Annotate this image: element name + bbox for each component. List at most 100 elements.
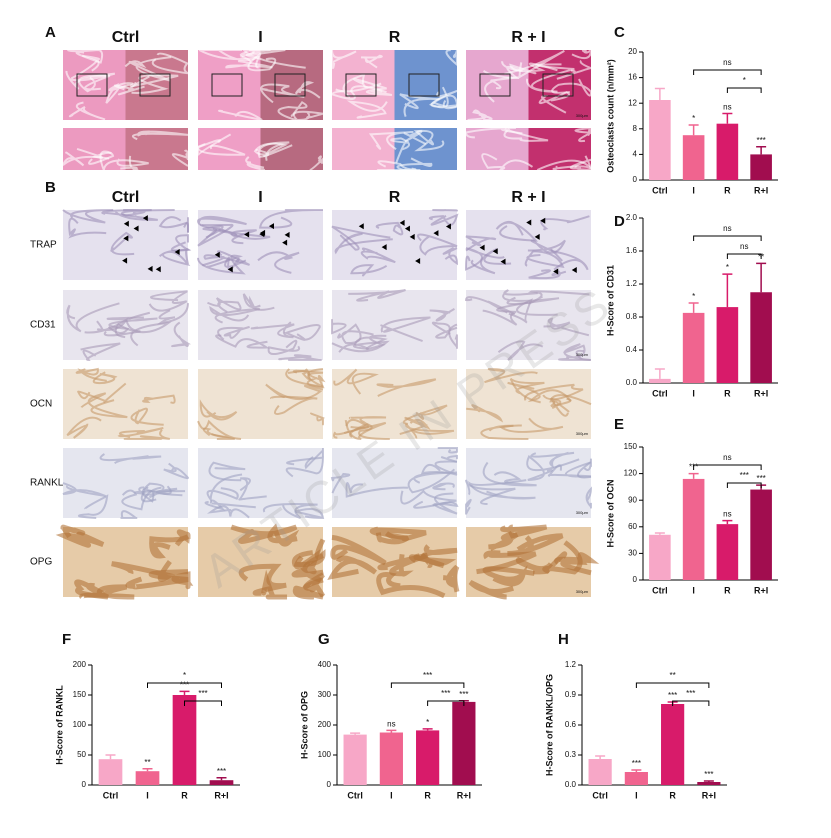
tissue-texture: [196, 133, 232, 157]
arrowhead: [445, 223, 451, 230]
x-tick-label: R+I: [754, 585, 768, 595]
tissue-texture: [523, 383, 584, 401]
histology-image: [63, 210, 188, 280]
y-tick-label: 0.0: [626, 378, 638, 387]
bar: [682, 478, 705, 580]
tissue-texture: [498, 417, 564, 433]
tissue-texture: [547, 461, 592, 478]
tissue-texture: [62, 151, 110, 167]
tissue-texture: [396, 157, 433, 172]
tissue-texture: [253, 142, 293, 157]
tissue-texture: [285, 368, 324, 388]
tissue-texture: [250, 321, 295, 339]
tissue-texture: [294, 508, 325, 520]
significance: *: [692, 114, 695, 123]
row-label: CD31: [30, 320, 56, 331]
tissue-texture: [331, 49, 357, 70]
tissue-texture: [500, 524, 548, 539]
panel-label: C: [614, 24, 625, 41]
tissue-texture: [400, 489, 457, 509]
y-tick-label: 0.4: [626, 345, 638, 354]
column-header: Ctrl: [112, 29, 140, 46]
y-tick-label: 100: [318, 750, 332, 759]
y-axis-title: H-Score of OCN: [605, 479, 615, 547]
error-bar: [654, 87, 665, 100]
tissue-texture: [79, 584, 135, 600]
x-tick-label: Ctrl: [103, 790, 119, 800]
tissue-texture: [267, 523, 300, 547]
comparison-label: ***: [423, 671, 432, 680]
tissue-texture: [376, 572, 446, 599]
error-bar: [756, 145, 767, 155]
x-tick-label: R+I: [754, 388, 768, 398]
bar: [716, 307, 739, 383]
y-tick-label: 100: [73, 720, 87, 729]
tissue-texture: [278, 354, 322, 362]
tissue-texture: [376, 378, 437, 397]
error-bar: [722, 519, 733, 525]
tissue-texture: [569, 155, 593, 171]
tissue-texture: [431, 321, 458, 339]
tissue-texture: [508, 298, 558, 324]
bar: [98, 759, 123, 785]
tissue-texture: [503, 127, 549, 142]
y-tick-label: 8: [633, 124, 638, 133]
column-header: I: [258, 29, 262, 46]
panel-label: A: [45, 24, 56, 41]
tissue-texture: [120, 510, 138, 519]
comparison-label: **: [670, 671, 676, 680]
comparison-bracket: [726, 482, 762, 488]
y-tick-label: 0.0: [565, 780, 577, 789]
arrowhead: [399, 219, 405, 226]
tissue-texture: [353, 78, 393, 96]
tissue-texture: [476, 550, 537, 575]
row-label: RANKL: [30, 478, 64, 489]
tissue-texture: [380, 316, 431, 343]
tissue-texture: [121, 486, 162, 511]
x-tick-label: I: [146, 790, 149, 800]
arrowhead: [214, 251, 220, 258]
histology-image: [198, 290, 323, 360]
y-tick-label: 150: [624, 442, 638, 451]
zoom-box: [542, 73, 574, 97]
tissue-texture: [330, 534, 387, 566]
tissue-texture: [304, 448, 324, 470]
tissue-texture: [369, 526, 427, 542]
tissue-texture: [242, 49, 306, 69]
tissue-texture: [218, 109, 263, 121]
y-axis-title: H-Score of OPG: [299, 691, 309, 759]
x-tick-label: R+I: [754, 185, 768, 195]
panel-label: H: [558, 631, 569, 648]
y-tick-label: 20: [628, 47, 637, 56]
arrowhead: [123, 220, 129, 227]
tissue-texture: [399, 93, 440, 117]
comparison-bracket: [726, 253, 762, 259]
y-tick-label: 150: [73, 690, 87, 699]
tissue-texture: [199, 399, 238, 421]
x-tick-label: R: [724, 185, 731, 195]
tissue-texture: [215, 334, 270, 349]
tissue-texture: [481, 153, 534, 173]
arrowhead: [244, 231, 250, 238]
column-header: R: [389, 189, 401, 206]
tissue-texture: [171, 321, 191, 348]
scale-bar: 300μm: [576, 510, 589, 515]
column-header: I: [258, 189, 262, 206]
comparison-bracket: [672, 700, 710, 706]
tissue-texture: [156, 303, 189, 325]
comparison-label: ***: [686, 689, 695, 698]
tissue-texture: [524, 250, 565, 269]
significance: **: [144, 758, 150, 767]
significance: ***: [756, 136, 765, 145]
comparison-bracket: [184, 700, 222, 706]
bar: [343, 734, 367, 785]
tissue-texture: [345, 482, 408, 498]
arrowhead: [147, 265, 153, 272]
tissue-texture: [543, 317, 590, 337]
tissue-texture: [238, 477, 267, 501]
arrowhead: [492, 248, 498, 255]
tissue-texture: [368, 131, 414, 151]
tissue-texture: [260, 83, 305, 104]
y-axis-title: Osteoclasts count (n/mm²): [605, 59, 615, 173]
tissue-texture: [437, 447, 459, 454]
